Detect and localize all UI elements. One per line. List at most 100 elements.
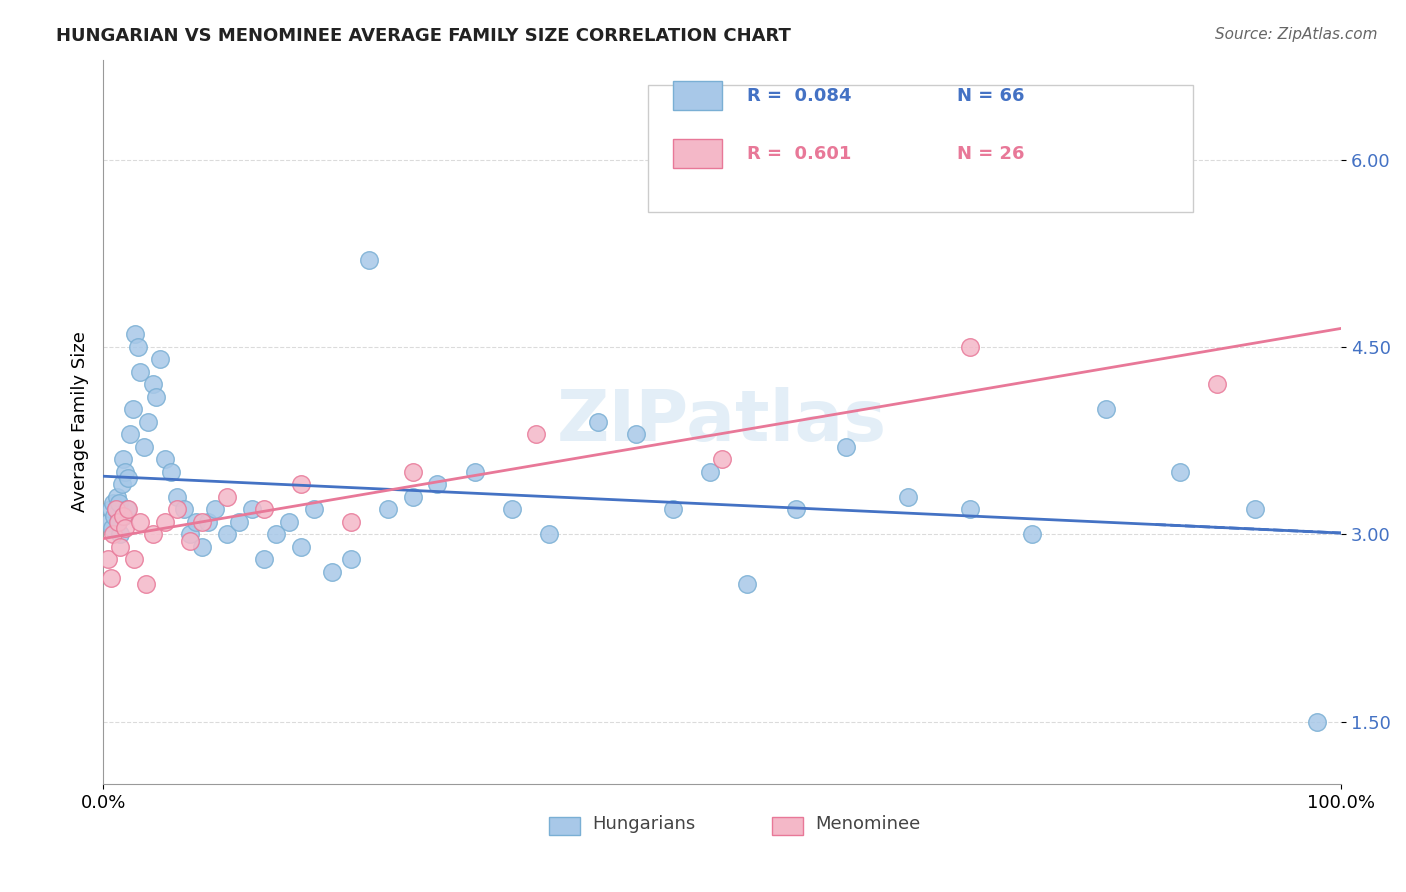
Point [121, 402, 143, 417]
FancyBboxPatch shape [772, 817, 803, 835]
Point [711, 452, 734, 467]
Point [153, 452, 176, 467]
Point [111, 452, 134, 467]
Point [1305, 714, 1327, 729]
Point [114, 521, 136, 535]
Point [136, 415, 159, 429]
Point [104, 502, 127, 516]
FancyBboxPatch shape [548, 817, 579, 835]
FancyBboxPatch shape [648, 85, 1192, 211]
Point [110, 540, 132, 554]
Point [290, 540, 312, 554]
Point [166, 490, 188, 504]
FancyBboxPatch shape [672, 81, 723, 111]
Text: HUNGARIAN VS MENOMINEE AVERAGE FAMILY SIZE CORRELATION CHART: HUNGARIAN VS MENOMINEE AVERAGE FAMILY SI… [56, 27, 792, 45]
Point [105, 490, 128, 504]
Point [735, 577, 758, 591]
Point [215, 490, 238, 504]
Point [266, 527, 288, 541]
Point [402, 490, 425, 504]
Point [537, 527, 560, 541]
Point [111, 477, 134, 491]
Point [1021, 527, 1043, 541]
Point [107, 515, 129, 529]
Point [1095, 402, 1118, 417]
Text: Hungarians: Hungarians [592, 815, 696, 833]
Point [117, 502, 139, 516]
Text: N = 26: N = 26 [957, 145, 1025, 163]
Point [153, 515, 176, 529]
Point [111, 508, 134, 523]
Point [132, 440, 155, 454]
Point [253, 502, 276, 516]
Point [464, 465, 486, 479]
Point [120, 427, 142, 442]
Point [240, 502, 263, 516]
Point [191, 540, 214, 554]
Point [785, 502, 807, 516]
Point [101, 521, 124, 535]
Point [149, 352, 172, 367]
Text: R =  0.084: R = 0.084 [747, 87, 852, 105]
Point [100, 571, 122, 585]
Point [104, 502, 127, 516]
Point [184, 515, 207, 529]
Point [114, 465, 136, 479]
Point [110, 527, 132, 541]
Point [1168, 465, 1191, 479]
Point [959, 502, 981, 516]
Point [98, 515, 121, 529]
Text: Menominee: Menominee [815, 815, 921, 833]
Point [302, 502, 325, 516]
Point [135, 577, 157, 591]
Y-axis label: Average Family Size: Average Family Size [72, 332, 89, 512]
Point [339, 552, 361, 566]
Point [204, 502, 226, 516]
Text: R =  0.601: R = 0.601 [747, 145, 852, 163]
Point [624, 427, 647, 442]
Point [122, 552, 145, 566]
Point [1243, 502, 1265, 516]
Point [699, 465, 721, 479]
Point [112, 508, 135, 523]
Point [107, 515, 129, 529]
Point [526, 427, 548, 442]
Point [228, 515, 250, 529]
Point [100, 502, 122, 516]
Point [290, 477, 312, 491]
Point [321, 565, 343, 579]
Point [142, 377, 165, 392]
Point [215, 527, 238, 541]
Text: ZIPatlas: ZIPatlas [557, 387, 887, 457]
Point [166, 502, 188, 516]
Point [124, 327, 146, 342]
Point [173, 502, 195, 516]
Point [145, 390, 167, 404]
Point [179, 533, 201, 548]
Point [115, 502, 138, 516]
Point [142, 527, 165, 541]
Point [197, 515, 219, 529]
Point [588, 415, 610, 429]
Point [897, 490, 920, 504]
FancyBboxPatch shape [672, 139, 723, 169]
Point [359, 252, 381, 267]
Point [501, 502, 523, 516]
Point [101, 527, 124, 541]
Point [160, 465, 183, 479]
Point [108, 496, 131, 510]
Point [402, 465, 425, 479]
Point [277, 515, 299, 529]
Point [959, 340, 981, 354]
Point [127, 340, 149, 354]
Point [835, 440, 858, 454]
Point [191, 515, 214, 529]
Point [97, 552, 120, 566]
Point [103, 508, 125, 523]
Point [377, 502, 399, 516]
Point [339, 515, 361, 529]
Text: N = 66: N = 66 [957, 87, 1025, 105]
Point [129, 365, 152, 379]
Point [253, 552, 276, 566]
Text: Source: ZipAtlas.com: Source: ZipAtlas.com [1215, 27, 1378, 42]
